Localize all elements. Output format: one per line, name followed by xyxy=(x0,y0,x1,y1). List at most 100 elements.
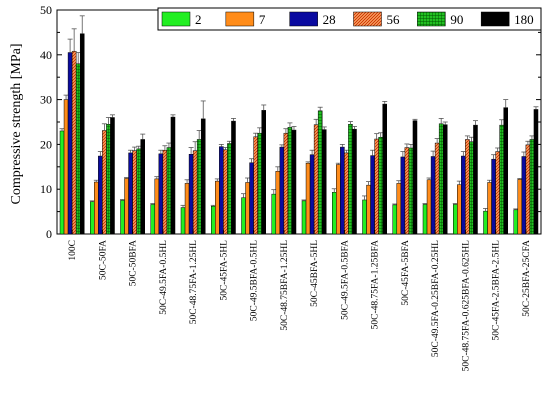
legend-label-90: 90 xyxy=(450,12,463,27)
bar-7-13 xyxy=(426,179,432,235)
bar-90-10 xyxy=(348,123,353,235)
bar-2-1 xyxy=(59,130,65,235)
bar-180-4 xyxy=(170,116,176,235)
bar-7-1 xyxy=(63,99,69,235)
bar-7-4 xyxy=(154,178,160,235)
bar-180-14 xyxy=(473,124,478,235)
bar-56-3 xyxy=(132,150,137,235)
bar-56-1 xyxy=(71,50,77,235)
x-tick-label: 50C-45FA-2.5BFA-2.5HL xyxy=(492,240,502,341)
bar-180-15 xyxy=(503,107,509,235)
x-axis: 100C 50C-50FA 50C-50BFA 50C-49.5FA-0.5HL 50C… xyxy=(68,230,532,371)
bar-7-8 xyxy=(275,171,281,235)
bar-90-4 xyxy=(166,147,172,235)
bar-90-16 xyxy=(529,139,535,235)
bar-28-4 xyxy=(158,153,164,235)
x-tick-label: 50C-45BFA-5HL xyxy=(310,240,320,307)
bar-90-7 xyxy=(257,132,262,235)
bar-90-15 xyxy=(499,124,504,235)
bar-7-6 xyxy=(215,180,220,235)
legend-swatch-56 xyxy=(353,11,382,27)
bar-2-11 xyxy=(362,199,367,235)
bar-180-6 xyxy=(231,120,236,235)
bar-28-16 xyxy=(521,156,527,235)
bar-7-5 xyxy=(184,183,190,235)
bar-90-8 xyxy=(287,127,293,235)
bar-90-14 xyxy=(469,141,474,235)
y-axis: 0 10 20 30 40 50 xyxy=(40,3,541,241)
bar-180-3 xyxy=(140,139,145,235)
bar-7-12 xyxy=(396,183,402,235)
y-axis-label: Compressive strength [MPa] xyxy=(9,44,24,205)
bar-7-14 xyxy=(457,184,462,235)
x-tick-label: 50C-49.5FA-0.5HL xyxy=(159,240,169,315)
bar-90-9 xyxy=(317,110,323,235)
bar-2-6 xyxy=(211,205,216,235)
bar-2-8 xyxy=(271,193,277,235)
bar-90-13 xyxy=(438,123,444,235)
bar-56-13 xyxy=(434,142,440,235)
x-tick-label: 50C-45FA-5HL xyxy=(219,240,229,301)
bar-2-5 xyxy=(180,207,186,235)
bars xyxy=(59,15,539,235)
bar-7-10 xyxy=(336,164,341,235)
legend-swatch-180 xyxy=(480,11,510,27)
y-tick-label: 0 xyxy=(46,227,52,241)
legend-swatch-2 xyxy=(161,11,191,27)
bar-28-9 xyxy=(309,154,315,235)
x-tick-label: 50C-45FA-5BFA xyxy=(401,240,411,306)
legend-swatch-28 xyxy=(289,11,318,27)
bar-180-7 xyxy=(261,110,267,235)
bar-180-10 xyxy=(352,128,357,235)
bar-28-15 xyxy=(491,158,496,235)
bar-56-6 xyxy=(223,149,228,235)
bar-180-1 xyxy=(79,33,85,235)
bar-2-13 xyxy=(422,204,428,235)
legend-label-180: 180 xyxy=(514,12,534,27)
x-tick-label: 50C-48.75FA-1.25HL xyxy=(189,240,199,324)
bar-2-14 xyxy=(453,204,458,235)
bar-90-5 xyxy=(196,139,202,235)
bar-90-6 xyxy=(227,143,232,235)
bar-56-11 xyxy=(374,138,379,235)
bar-2-7 xyxy=(241,197,246,235)
legend-swatch-90 xyxy=(417,11,446,27)
x-tick-label: 50C-25BFA-25CFA xyxy=(522,240,532,317)
bar-56-8 xyxy=(283,132,289,235)
bar-180-12 xyxy=(412,120,418,235)
x-tick-label: 50C-50BFA xyxy=(129,240,139,286)
bar-90-12 xyxy=(408,147,414,235)
x-tick-label: 50C-48.75FA-0.625BFA-0.625HL xyxy=(461,240,471,372)
bar-56-16 xyxy=(525,144,531,235)
x-tick-label: 50C-49.5BFA-0.5HL xyxy=(250,240,260,321)
y-tick-label: 50 xyxy=(40,3,52,17)
bar-28-14 xyxy=(461,155,466,235)
bar-56-15 xyxy=(495,151,500,235)
bar-90-1 xyxy=(75,63,81,235)
bar-7-11 xyxy=(366,184,371,235)
bar-2-10 xyxy=(332,192,337,235)
bar-2-4 xyxy=(150,204,156,235)
bar-28-5 xyxy=(188,154,194,235)
y-tick-label: 40 xyxy=(40,48,52,62)
bar-28-3 xyxy=(128,152,133,235)
bar-28-11 xyxy=(370,155,375,235)
bar-28-12 xyxy=(400,156,406,235)
y-tick-label: 30 xyxy=(40,93,52,107)
legend-label-2: 2 xyxy=(195,12,202,27)
bar-2-16 xyxy=(513,209,519,235)
bar-28-10 xyxy=(340,146,345,235)
bar-2-15 xyxy=(483,210,488,235)
bar-56-14 xyxy=(465,139,470,235)
bar-56-10 xyxy=(344,152,349,235)
bar-180-5 xyxy=(200,118,206,235)
bar-56-5 xyxy=(192,150,198,235)
legend-label-28: 28 xyxy=(323,12,336,27)
bar-56-7 xyxy=(253,136,258,235)
bar-180-2 xyxy=(110,117,115,235)
bar-180-11 xyxy=(382,103,388,235)
bar-2-2 xyxy=(90,201,95,235)
x-tick-label: 50C-48.75BFA-1.25HL xyxy=(280,240,290,331)
y-tick-label: 10 xyxy=(40,182,52,196)
